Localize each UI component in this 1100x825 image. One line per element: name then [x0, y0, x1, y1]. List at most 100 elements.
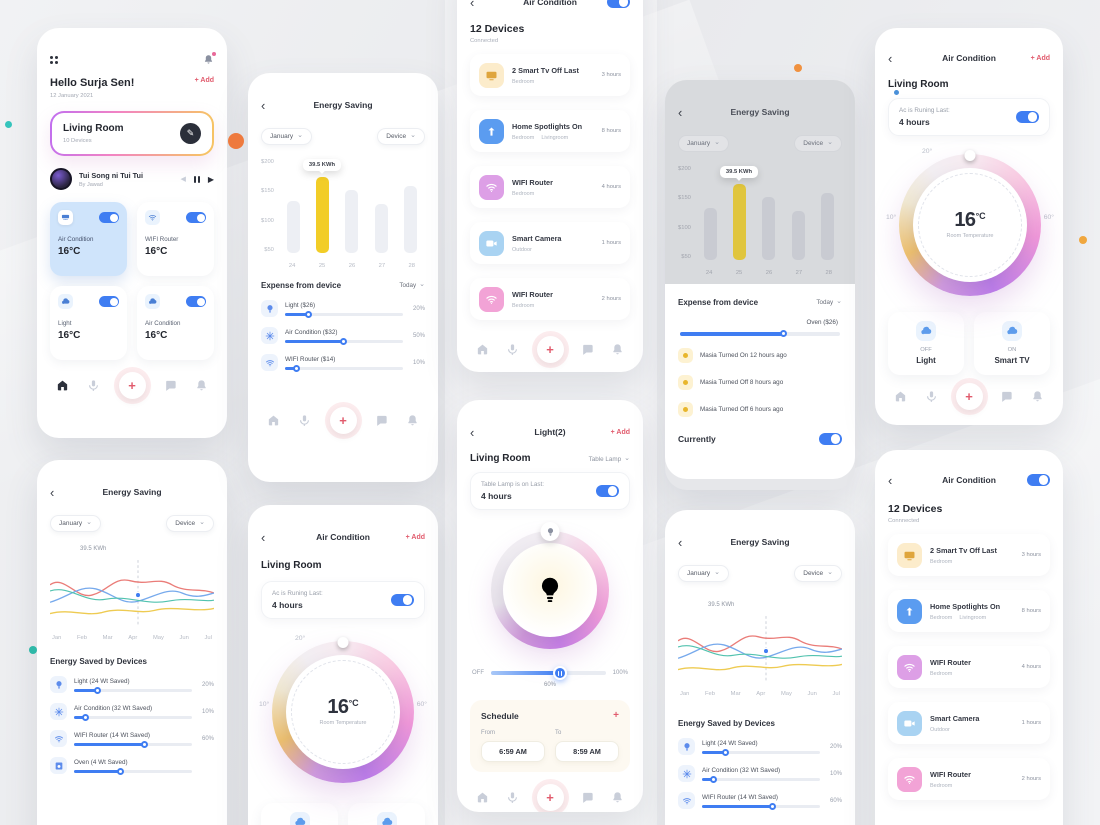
back-icon[interactable]: ‹ — [678, 104, 683, 120]
back-icon[interactable]: ‹ — [678, 534, 683, 550]
progress-handle[interactable] — [721, 748, 729, 756]
device-select[interactable]: Device ⌄ — [794, 135, 842, 152]
ac-toggle[interactable] — [1027, 473, 1050, 487]
light-toggle[interactable] — [99, 296, 119, 307]
device-row-spotlights[interactable]: Home Spotlights On Bedroom Livingroom 8 h… — [470, 110, 630, 152]
expense-row-light[interactable]: Light ($26) 20% — [261, 300, 425, 318]
expense-row-wifi[interactable]: WIFI Router ($14) 10% — [261, 354, 425, 372]
back-icon[interactable]: ‹ — [470, 424, 475, 440]
saved-row-air-condition[interactable]: Air Condition (32 Wt Saved) 10% — [678, 765, 842, 783]
dial-knob[interactable] — [337, 637, 349, 648]
nav-add-button[interactable]: + — [955, 383, 983, 410]
device-card-wifi-router[interactable]: WIFI Router 16°C — [137, 202, 214, 276]
currently-toggle[interactable] — [819, 432, 842, 445]
notification-bell-icon[interactable] — [203, 52, 216, 65]
bar-27[interactable] — [791, 211, 805, 260]
bar-28[interactable] — [403, 186, 417, 253]
edit-room-button[interactable]: ✎ — [180, 123, 201, 144]
room-card[interactable]: Living Room 10 Devices ✎ — [50, 111, 214, 156]
progress-handle[interactable] — [709, 775, 717, 783]
nav-mic-icon[interactable] — [506, 343, 519, 356]
progress-handle[interactable] — [81, 713, 89, 721]
progress-handle[interactable] — [292, 364, 300, 372]
month-select[interactable]: January ⌄ — [261, 128, 312, 145]
add-button[interactable]: + Add — [1030, 54, 1050, 62]
nav-bell-icon[interactable] — [195, 379, 208, 392]
toggle-card-smart-tv[interactable]: ON Smart TV — [974, 312, 1050, 375]
bar-24[interactable] — [286, 201, 300, 253]
previous-icon[interactable]: ◀ — [180, 176, 186, 183]
bulb-badge-icon[interactable] — [540, 522, 560, 541]
add-button[interactable]: + Add — [610, 428, 630, 436]
month-select[interactable]: January ⌄ — [678, 135, 729, 152]
today-select[interactable]: Today ⌄ — [816, 298, 842, 306]
pause-icon[interactable] — [193, 175, 200, 183]
nav-mic-icon[interactable] — [298, 414, 311, 427]
nav-home-icon[interactable] — [56, 379, 69, 392]
bar-28[interactable] — [820, 193, 834, 260]
slider-handle[interactable] — [552, 666, 567, 680]
bar-24[interactable] — [703, 208, 717, 260]
nav-add-button[interactable]: + — [536, 784, 564, 811]
device-select[interactable]: Device ⌄ — [166, 515, 214, 532]
nav-home-icon[interactable] — [476, 343, 489, 356]
device-row-wifi-1[interactable]: WIFI Router Bedroom 4 hours — [888, 646, 1050, 688]
schedule-add-button[interactable]: + — [613, 710, 619, 721]
to-time-field[interactable]: 8:59 AM — [555, 741, 619, 762]
bar-25-highlight[interactable] — [733, 184, 747, 260]
saved-row-light[interactable]: Light (24 Wt Saved) 20% — [678, 738, 842, 756]
device-card-air-condition-2[interactable]: Air Condition 16°C — [137, 286, 214, 360]
nav-chat-icon[interactable] — [581, 343, 594, 356]
nav-chat-icon[interactable] — [164, 379, 177, 392]
device-select[interactable]: Device ⌄ — [794, 565, 842, 582]
wifi-toggle[interactable] — [186, 212, 206, 223]
nav-chat-icon[interactable] — [375, 414, 388, 427]
bar-26[interactable] — [762, 197, 776, 260]
progress-handle[interactable] — [140, 740, 148, 748]
lamp-toggle[interactable] — [596, 484, 619, 498]
back-icon[interactable]: ‹ — [261, 97, 266, 113]
from-time-field[interactable]: 6:59 AM — [481, 741, 545, 762]
ac-toggle[interactable] — [607, 0, 630, 9]
saved-row-wifi[interactable]: WIFI Router (14 Wt Saved) 60% — [678, 792, 842, 810]
device-select[interactable]: Device ⌄ — [377, 128, 425, 145]
nav-mic-icon[interactable] — [87, 379, 100, 392]
back-icon[interactable]: ‹ — [50, 484, 55, 500]
nav-chat-icon[interactable] — [1000, 390, 1013, 403]
nav-bell-icon[interactable] — [611, 343, 624, 356]
progress-handle[interactable] — [780, 330, 787, 337]
progress-handle[interactable] — [117, 767, 125, 775]
nav-chat-icon[interactable] — [581, 791, 594, 804]
progress-handle[interactable] — [340, 337, 347, 345]
nav-bell-icon[interactable] — [1031, 390, 1044, 403]
device-row-camera[interactable]: Smart Camera Outdoor 1 hours — [470, 222, 630, 264]
ac-toggle[interactable] — [391, 593, 414, 607]
month-select[interactable]: January ⌄ — [678, 565, 729, 582]
oven-progress[interactable] — [680, 330, 840, 337]
nav-home-icon[interactable] — [894, 390, 907, 403]
nav-add-button[interactable]: + — [536, 336, 564, 363]
progress-handle[interactable] — [93, 686, 101, 694]
back-icon[interactable]: ‹ — [888, 472, 893, 488]
nav-add-button[interactable]: + — [118, 372, 146, 399]
back-icon[interactable]: ‹ — [888, 50, 893, 66]
month-select[interactable]: January ⌄ — [50, 515, 101, 532]
bar-25-highlight[interactable] — [316, 177, 330, 253]
nav-home-icon[interactable] — [476, 791, 489, 804]
nav-mic-icon[interactable] — [506, 791, 519, 804]
lamp-select[interactable]: Table Lamp ⌄ — [589, 455, 630, 463]
nav-bell-icon[interactable] — [406, 414, 419, 427]
nav-home-icon[interactable] — [267, 414, 280, 427]
add-button[interactable]: + Add — [405, 533, 425, 541]
device-row-wifi-2[interactable]: WIFI Router Bedroom 2 hours — [470, 278, 630, 320]
air-condition-toggle-2[interactable] — [186, 296, 206, 307]
add-device-button[interactable]: + Add — [194, 77, 214, 84]
today-select[interactable]: Today ⌄ — [399, 281, 425, 289]
dial-knob[interactable] — [964, 150, 976, 161]
play-icon[interactable]: ▶ — [207, 174, 214, 184]
back-icon[interactable]: ‹ — [261, 529, 266, 545]
bar-26[interactable] — [345, 190, 359, 253]
saved-row-light[interactable]: Light (24 Wt Saved) 20% — [50, 676, 214, 694]
device-card-light[interactable]: Light 16°C — [50, 286, 127, 360]
nav-mic-icon[interactable] — [925, 390, 938, 403]
